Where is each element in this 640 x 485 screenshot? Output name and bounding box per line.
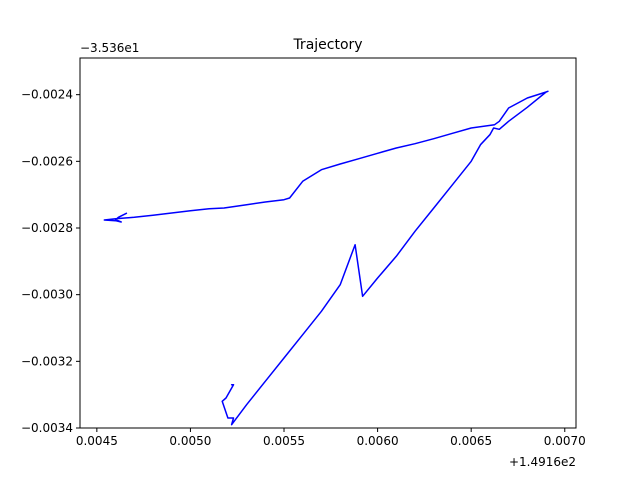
x-tick-label: 0.0060 xyxy=(357,434,399,448)
x-tick-label: 0.0055 xyxy=(263,434,305,448)
y-tick-label: −0.0028 xyxy=(21,221,73,235)
y-tick-label: −0.0032 xyxy=(21,354,73,368)
x-tick-label: 0.0050 xyxy=(169,434,211,448)
y-offset-label: −3.536e1 xyxy=(80,41,139,55)
x-tick-label: 0.0065 xyxy=(450,434,492,448)
plot-area xyxy=(80,58,576,428)
y-tick-label: −0.0024 xyxy=(21,88,73,102)
x-offset-label: +1.4916e2 xyxy=(509,455,576,469)
y-tick-label: −0.0030 xyxy=(21,288,73,302)
marks-layer xyxy=(103,90,549,426)
trajectory-line xyxy=(103,90,549,426)
ticks-layer: 0.0045 0.0050 0.0055 0.0060 0.0065 0.0070 −0.0… xyxy=(21,88,586,448)
chart-title: Trajectory xyxy=(292,37,362,53)
y-tick-label: −0.0026 xyxy=(21,154,73,168)
y-tick-label: −0.0034 xyxy=(21,421,73,435)
axes-frame xyxy=(79,57,577,429)
x-tick-label: 0.0045 xyxy=(76,434,118,448)
x-tick-label: 0.0070 xyxy=(544,434,586,448)
